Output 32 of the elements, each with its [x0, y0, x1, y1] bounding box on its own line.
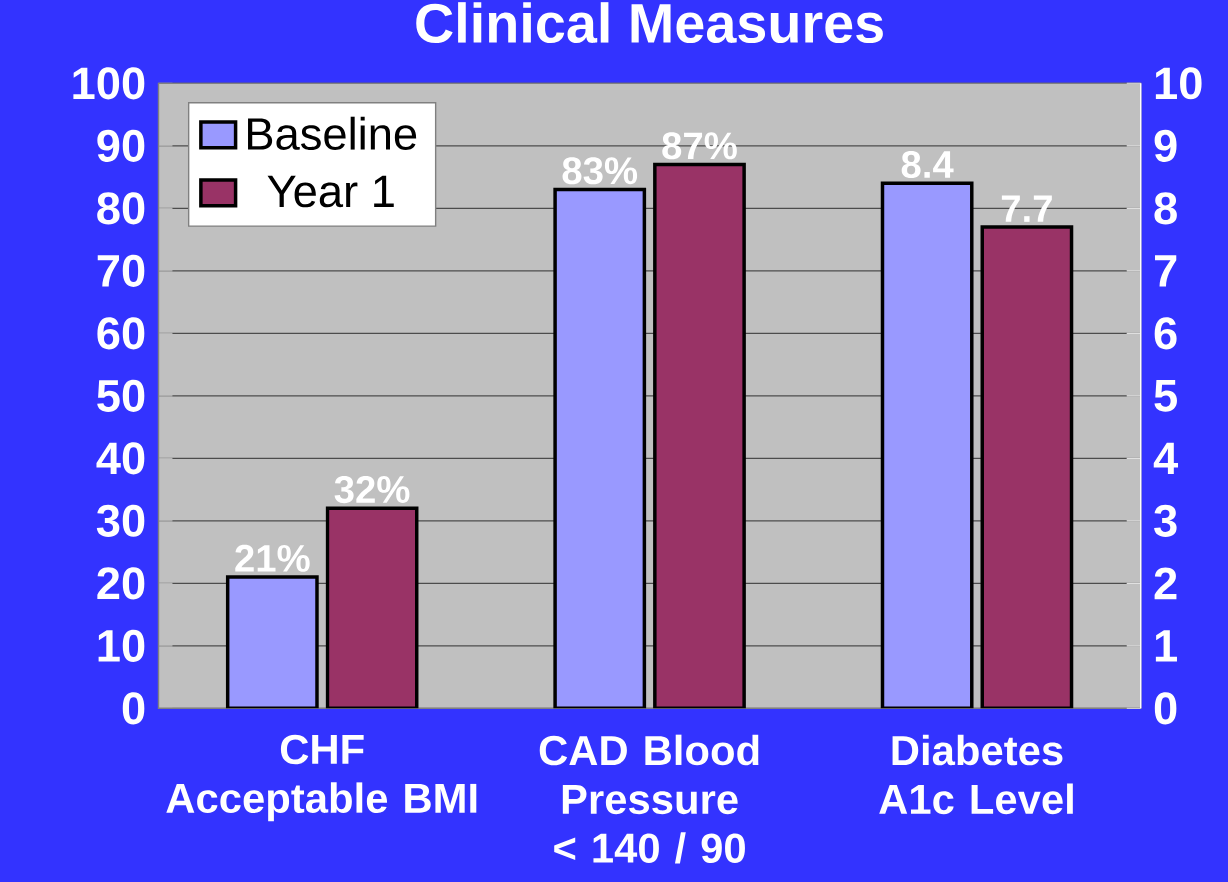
y2-tick-label: 5: [1154, 380, 1177, 412]
x-tick-label: Diabetes A1c Level: [879, 734, 1073, 815]
y-tick-label: 60: [97, 317, 145, 350]
y2-tick-label: 4: [1153, 442, 1179, 474]
y-tick-label: 50: [97, 379, 145, 412]
data-label: 83%: [562, 157, 638, 185]
y2-tick-label: 3: [1154, 504, 1177, 537]
y-tick-label: 90: [97, 129, 145, 162]
y-tick-label: 20: [97, 567, 145, 600]
y2-tick-label: 7: [1155, 255, 1177, 287]
data-label: 32%: [334, 475, 410, 504]
legend-label: Year 1: [267, 175, 394, 208]
x-tick-label: CHF Acceptable BMI: [166, 734, 477, 822]
x-tick-label: CAD Blood Pressure < 140 / 90: [539, 734, 759, 864]
data-label: 8.4: [901, 150, 954, 179]
data-label: 21%: [235, 544, 310, 572]
y-tick-label: 70: [97, 254, 145, 287]
y-tick-label: 10: [98, 629, 145, 662]
y2-tick-label: 9: [1154, 129, 1177, 162]
y-tick-label: 40: [96, 442, 145, 475]
y-tick-label: 30: [96, 504, 145, 537]
y2-tick-label: 10: [1155, 67, 1202, 100]
y-tick-label: 80: [97, 192, 145, 225]
y2-tick-label: 8: [1154, 192, 1177, 225]
chart-title: Clinical Measures: [416, 2, 883, 44]
y-tick-label: 100: [73, 67, 145, 100]
y-tick-label: 0: [122, 692, 145, 725]
y2-tick-label: 0: [1154, 692, 1177, 725]
y2-tick-label: 1: [1155, 630, 1177, 662]
y2-tick-label: 6: [1154, 317, 1177, 350]
y2-tick-label: 2: [1154, 567, 1177, 600]
legend-label: Baseline: [248, 116, 417, 151]
